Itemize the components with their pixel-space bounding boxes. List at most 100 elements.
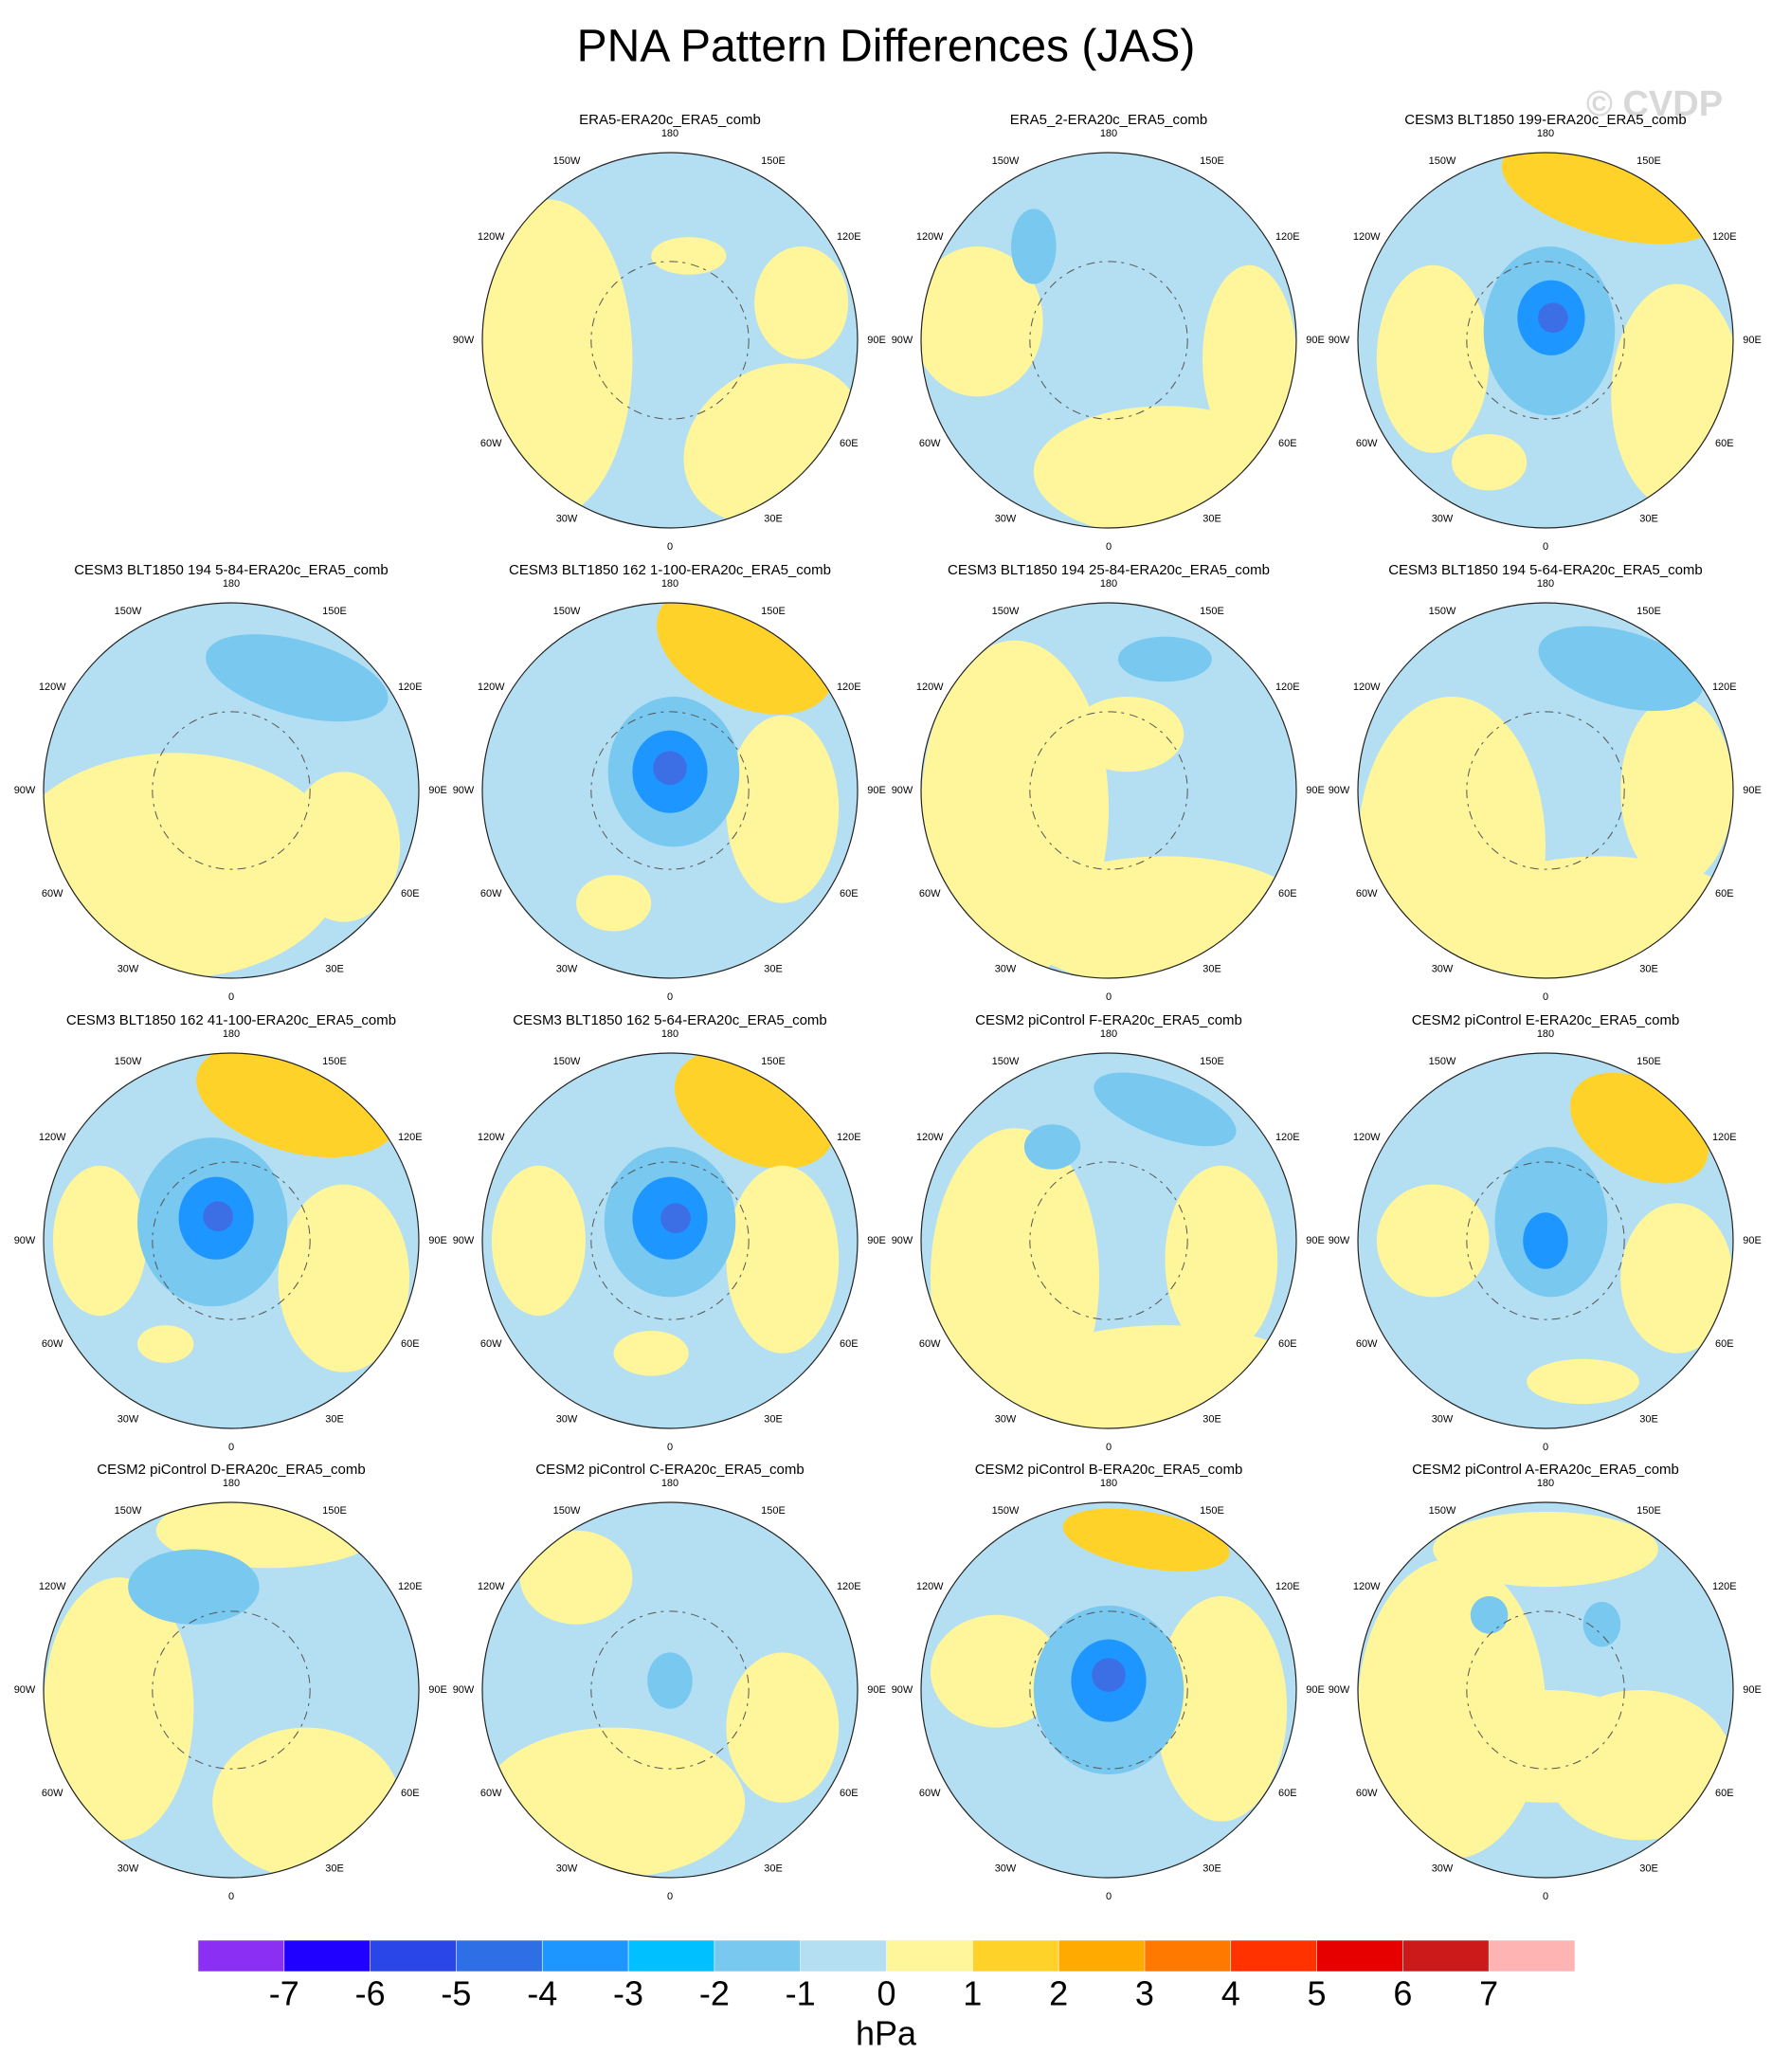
lon-label: 120E <box>1712 682 1737 693</box>
lon-label: 120E <box>1712 1132 1737 1143</box>
lon-label: 180 <box>1100 1478 1117 1489</box>
lon-label: 150W <box>1429 155 1456 167</box>
lon-label: 90W <box>892 1684 913 1696</box>
colorbar-tick-label: 7 <box>1479 1974 1498 2013</box>
lon-label: 30W <box>556 514 578 525</box>
contour-region <box>519 1530 633 1625</box>
lon-label: 30W <box>556 964 578 975</box>
lon-label: 90W <box>1329 1684 1350 1696</box>
lon-label: 30E <box>1639 1863 1658 1875</box>
lon-label: 150E <box>761 1505 786 1517</box>
lon-label: 90W <box>1329 335 1350 346</box>
coastline <box>590 1610 750 1770</box>
colorbar-tick-label: 4 <box>1221 1974 1240 2013</box>
lon-label: 180 <box>1537 1478 1554 1489</box>
panel-title: CESM2 piControl A-ERA20c_ERA5_comb <box>1412 1462 1679 1478</box>
panel-title: CESM3 BLT1850 162 5-64-ERA20c_ERA5_comb <box>513 1012 827 1028</box>
lon-label: 120W <box>916 682 944 693</box>
watermark: © CVDP <box>1586 84 1723 124</box>
contour-region <box>1062 1508 1230 1572</box>
lon-label: 120E <box>1275 1581 1300 1592</box>
lon-label: 30E <box>1639 514 1658 525</box>
lon-label: 60W <box>919 1788 941 1799</box>
contour-region <box>1538 302 1568 334</box>
panel-title: ERA5_2-ERA20c_ERA5_comb <box>1010 112 1207 128</box>
map-panel: ERA5_2-ERA20c_ERA5_comb 0 30E 60E 90E 120E 150… <box>892 112 1325 553</box>
lon-label: 30E <box>1202 514 1221 525</box>
colorbar-box <box>370 1940 457 1972</box>
lon-label: 120W <box>916 1132 944 1143</box>
lon-label: 120W <box>39 1581 66 1592</box>
coastline <box>152 711 311 870</box>
lon-label: 0 <box>228 1891 234 1902</box>
lon-label: 60E <box>401 1338 420 1350</box>
contour-region <box>1452 434 1528 491</box>
lon-label: 60W <box>919 1338 941 1350</box>
lon-label: 90E <box>1306 1235 1325 1246</box>
lon-label: 180 <box>661 1478 678 1489</box>
lon-label: 120W <box>478 1581 505 1592</box>
lon-label: 90W <box>14 1684 36 1696</box>
lon-label: 120E <box>1712 231 1737 243</box>
map-border <box>1357 1052 1734 1429</box>
lon-label: 60W <box>480 1788 502 1799</box>
panel-title: CESM3 BLT1850 162 1-100-ERA20c_ERA5_comb <box>509 562 831 578</box>
colorbar-tick-label: -4 <box>527 1974 557 2013</box>
colorbar-box <box>456 1940 543 1972</box>
lon-label: 150W <box>115 606 142 617</box>
lon-label: 150W <box>553 1056 581 1067</box>
lon-label: 120W <box>1353 1132 1381 1143</box>
lon-label: 90E <box>867 335 886 346</box>
colorbar-box <box>1489 1940 1575 1972</box>
lon-label: 90W <box>892 785 913 796</box>
lon-label: 60E <box>1715 888 1734 900</box>
contour-region <box>1470 1596 1509 1634</box>
field <box>44 1053 419 1428</box>
lon-label: 90W <box>892 1235 913 1246</box>
lon-label: 180 <box>1537 578 1554 590</box>
lon-label: 120E <box>1275 231 1300 243</box>
lon-label: 150E <box>322 606 347 617</box>
contour-region <box>1433 1511 1658 1588</box>
contour-region <box>1015 856 1296 978</box>
lon-label: 120E <box>837 682 861 693</box>
lon-label: 30E <box>1639 964 1658 975</box>
colorbar-box <box>714 1940 801 1972</box>
coastline <box>1029 711 1188 870</box>
colorbar-tick-label: -7 <box>269 1974 299 2013</box>
colorbar-box <box>1230 1940 1317 1972</box>
lon-label: 30W <box>118 1863 139 1875</box>
contour-region <box>754 246 849 359</box>
lon-label: 180 <box>223 1478 240 1489</box>
lon-label: 30E <box>325 1863 344 1875</box>
contour-region <box>491 1165 586 1317</box>
lon-label: 120E <box>1712 1581 1737 1592</box>
field <box>482 1502 858 1878</box>
lon-label: 90E <box>1306 1684 1325 1696</box>
lon-label: 30W <box>1432 964 1454 975</box>
lon-label: 120E <box>837 1132 861 1143</box>
contour-region <box>726 1652 840 1803</box>
lon-label: 180 <box>1100 128 1117 139</box>
lon-label: 60W <box>42 1788 63 1799</box>
colorbar-tick-label: -5 <box>441 1974 471 2013</box>
lon-label: 60W <box>1356 888 1378 900</box>
lon-label: 60E <box>1278 888 1297 900</box>
panel-title: CESM3 BLT1850 194 25-84-ERA20c_ERA5_comb <box>948 562 1270 578</box>
lon-label: 60E <box>1715 1788 1734 1799</box>
lon-label: 0 <box>1543 991 1548 1003</box>
contour-region <box>726 1165 840 1354</box>
lon-label: 150E <box>1636 1056 1661 1067</box>
panel-title: ERA5-ERA20c_ERA5_comb <box>579 112 761 128</box>
lon-label: 30W <box>556 1863 578 1875</box>
map-border <box>481 602 859 979</box>
contour-region <box>1023 1124 1081 1170</box>
contour-region <box>206 634 389 722</box>
contour-region <box>576 875 652 932</box>
panel-title: CESM2 piControl E-ERA20c_ERA5_comb <box>1412 1012 1680 1028</box>
colorbar-tick-label: -1 <box>786 1974 816 2013</box>
contour-region <box>1015 1325 1296 1428</box>
lon-label: 60E <box>1278 1338 1297 1350</box>
colorbar-box <box>972 1940 1059 1972</box>
lon-label: 120W <box>916 1581 944 1592</box>
